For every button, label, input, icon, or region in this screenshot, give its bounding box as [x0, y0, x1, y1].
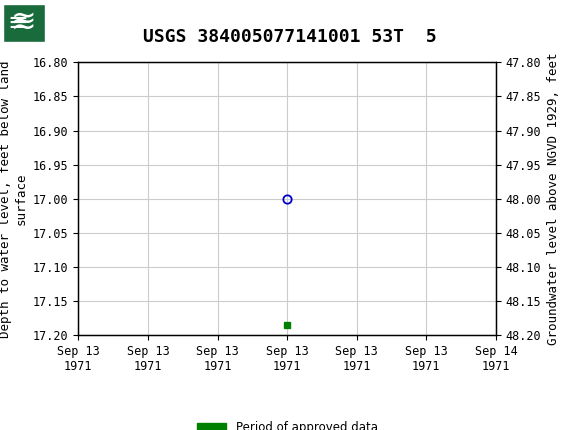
Text: USGS: USGS	[46, 12, 110, 33]
Text: USGS 384005077141001 53T  5: USGS 384005077141001 53T 5	[143, 28, 437, 46]
Text: USGS: USGS	[75, 12, 139, 33]
Text: ≡: ≡	[7, 11, 28, 34]
FancyBboxPatch shape	[3, 3, 45, 42]
Y-axis label: Groundwater level above NGVD 1929, feet: Groundwater level above NGVD 1929, feet	[547, 52, 560, 345]
Y-axis label: Depth to water level, feet below land
surface: Depth to water level, feet below land su…	[0, 60, 27, 338]
Text: ≋: ≋	[10, 8, 36, 37]
Legend: Period of approved data: Period of approved data	[192, 416, 382, 430]
